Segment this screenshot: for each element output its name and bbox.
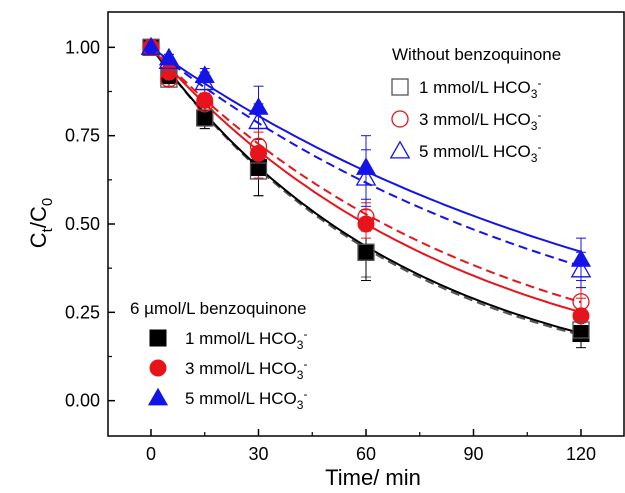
data-point-2-6: [572, 293, 590, 311]
data-point-1-3: [196, 109, 214, 127]
data-point-5-5: [357, 215, 375, 233]
legend-label-1-sub: 3: [531, 87, 538, 101]
x-axis-title: Time/ min: [325, 465, 421, 490]
legend-label-6: 5 mmol/L HCO3-: [185, 387, 307, 412]
axes-layer: 0 30 60 90 120 0.00 0.25 0.50 0.75 1.00: [65, 11, 625, 464]
y-tick-label-2: 0.25: [65, 302, 100, 322]
x-tick-label-2: 30: [248, 444, 268, 464]
data-point-5-3: [196, 91, 214, 109]
legend-title-2: 6 µmol/L benzoquinone: [130, 299, 306, 318]
legend-marker-3: [389, 140, 411, 159]
legend-label-2-sub: 3: [531, 119, 538, 133]
data-point-2-4: [249, 137, 268, 155]
legend-label-2-sup: -: [537, 108, 541, 122]
legend-marker-6: [147, 387, 169, 406]
data-point-3-6: [570, 259, 592, 278]
y-axis-title-slash: /C: [26, 206, 51, 228]
y-tick-label-4: 0.75: [65, 126, 100, 146]
data-point-5-4: [250, 144, 267, 162]
legend-label-4: 1 mmol/L HCO3-: [185, 327, 307, 352]
data-point-4-4: [250, 158, 267, 176]
data-point-3-5: [355, 167, 377, 186]
legend-label-4-main: 1 mmol/L HCO: [185, 329, 297, 348]
legend-label-2: 3 mmol/L HCO3-: [419, 108, 541, 133]
data-point-3-1: [140, 36, 162, 55]
legend-label-2-main: 3 mmol/L HCO: [419, 110, 531, 129]
legend-marker-4: [149, 329, 167, 347]
legend-label-1-sup: -: [537, 76, 541, 90]
data-point-2-5: [357, 208, 375, 226]
x-tick-label-3: 60: [356, 444, 376, 464]
data-point-6-6: [570, 249, 592, 267]
y-axis-title-main: C: [26, 232, 51, 248]
legend-label-5-sup: -: [303, 357, 307, 371]
y-axis-title-sub-t: t: [39, 227, 56, 232]
legend-label-3-sup: -: [537, 140, 541, 154]
legend-label-3-sub: 3: [531, 151, 538, 165]
data-point-3-3: [194, 72, 216, 91]
x-tick-label-1: 0: [146, 444, 156, 464]
y-axis-title-sub-0: 0: [39, 198, 56, 206]
data-point-1-5: [357, 243, 375, 261]
x-tick-label-4: 90: [463, 444, 483, 464]
data-point-1-6: [572, 321, 590, 339]
x-tick-label-5: 120: [566, 444, 596, 464]
data-point-1-4: [249, 162, 268, 180]
y-tick-label-1: 0.00: [65, 391, 100, 411]
legend-label-6-sup: -: [303, 387, 307, 401]
legend-label-1: 1 mmol/L HCO3-: [419, 76, 541, 101]
data-point-4-5: [357, 243, 375, 261]
legend-label-1-main: 1 mmol/L HCO: [419, 78, 531, 97]
data-point-5-6: [572, 307, 590, 325]
legend-label-3-main: 5 mmol/L HCO: [419, 142, 531, 161]
legend-label-4-sub: 3: [297, 338, 304, 352]
legend-label-3: 5 mmol/L HCO3-: [419, 140, 541, 165]
legend-label-6-sub: 3: [297, 398, 304, 412]
data-point-5-2: [160, 63, 178, 81]
plot-layer: [140, 36, 592, 349]
data-point-2-2: [160, 70, 178, 88]
legend-label-6-main: 5 mmol/L HCO: [185, 389, 297, 408]
legend-label-4-sup: -: [303, 327, 307, 341]
data-point-3-2: [158, 50, 180, 70]
y-axis-title: Ct/C0: [26, 198, 56, 248]
data-point-6-4: [248, 97, 269, 115]
data-point-3-4: [248, 111, 269, 130]
legend-label-5-main: 3 mmol/L HCO: [185, 359, 297, 378]
data-point-4-6: [572, 325, 590, 343]
legend-title-1: Without benzoquinone: [392, 45, 561, 64]
data-point-6-5: [355, 157, 377, 175]
legend-marker-1: [391, 78, 409, 96]
y-tick-label-3: 0.50: [65, 214, 100, 234]
legend-label-5-sub: 3: [297, 368, 304, 382]
legend-marker-5: [149, 359, 167, 377]
legend-label-5: 3 mmol/L HCO3-: [185, 357, 307, 382]
y-tick-label-5: 1.00: [65, 37, 100, 57]
legend-marker-2: [391, 110, 409, 128]
data-point-2-3: [196, 95, 214, 113]
